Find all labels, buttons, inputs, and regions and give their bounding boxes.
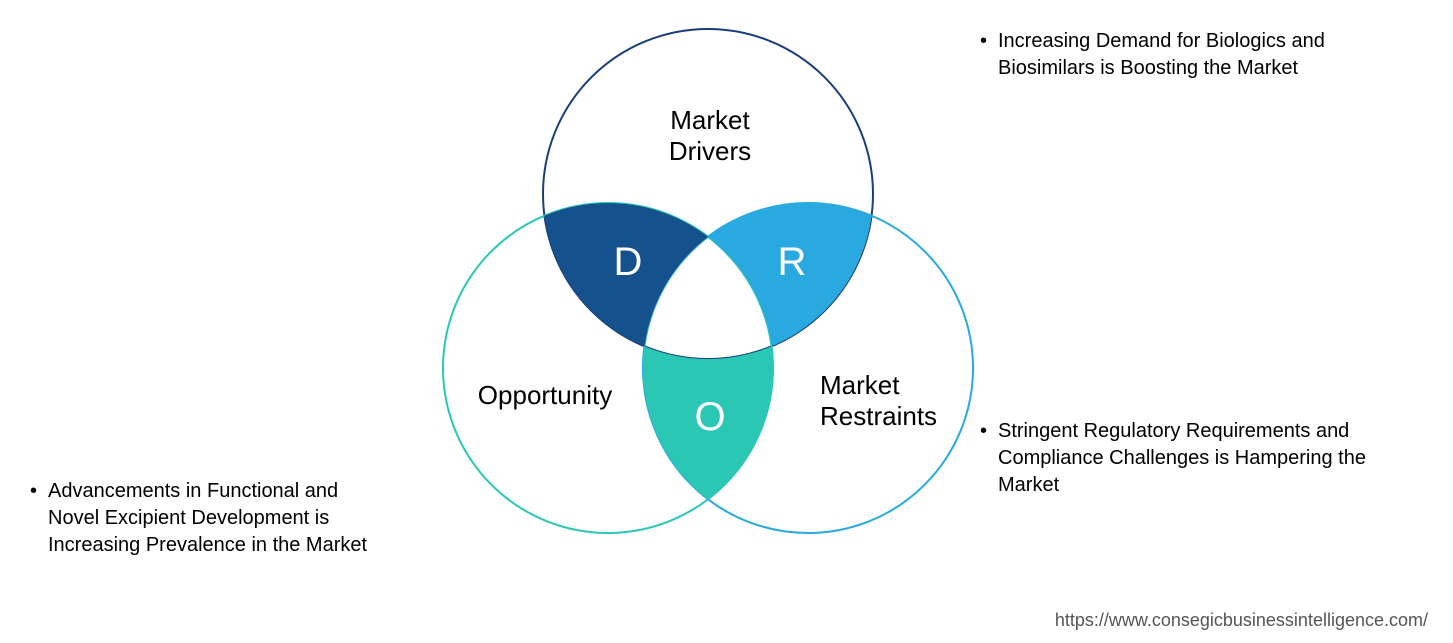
label-restraints-line2: Restraints <box>820 401 937 431</box>
lens-letter-d: D <box>608 240 648 285</box>
label-drivers-line1: Market <box>670 105 749 135</box>
lens-letter-o: O <box>690 395 730 440</box>
label-drivers: Market Drivers <box>640 105 780 167</box>
label-restraints-line1: Market <box>820 370 899 400</box>
source-url: https://www.consegicbusinessintelligence… <box>1055 610 1428 631</box>
label-restraints: Market Restraints <box>820 370 980 432</box>
bullet-restraints: Stringent Regulatory Requirements and Co… <box>980 418 1400 499</box>
bullet-opportunity: Advancements in Functional and Novel Exc… <box>30 478 390 559</box>
bullet-drivers-item: Increasing Demand for Biologics and Bios… <box>980 28 1400 82</box>
bullet-restraints-item: Stringent Regulatory Requirements and Co… <box>980 418 1400 499</box>
label-opportunity-text: Opportunity <box>478 380 612 410</box>
lens-letter-r: R <box>772 240 812 285</box>
diagram-canvas: Market Drivers Opportunity Market Restra… <box>0 0 1453 643</box>
bullet-opportunity-item: Advancements in Functional and Novel Exc… <box>30 478 390 559</box>
label-drivers-line2: Drivers <box>669 136 751 166</box>
bullet-drivers: Increasing Demand for Biologics and Bios… <box>980 28 1400 82</box>
label-opportunity: Opportunity <box>445 380 645 411</box>
